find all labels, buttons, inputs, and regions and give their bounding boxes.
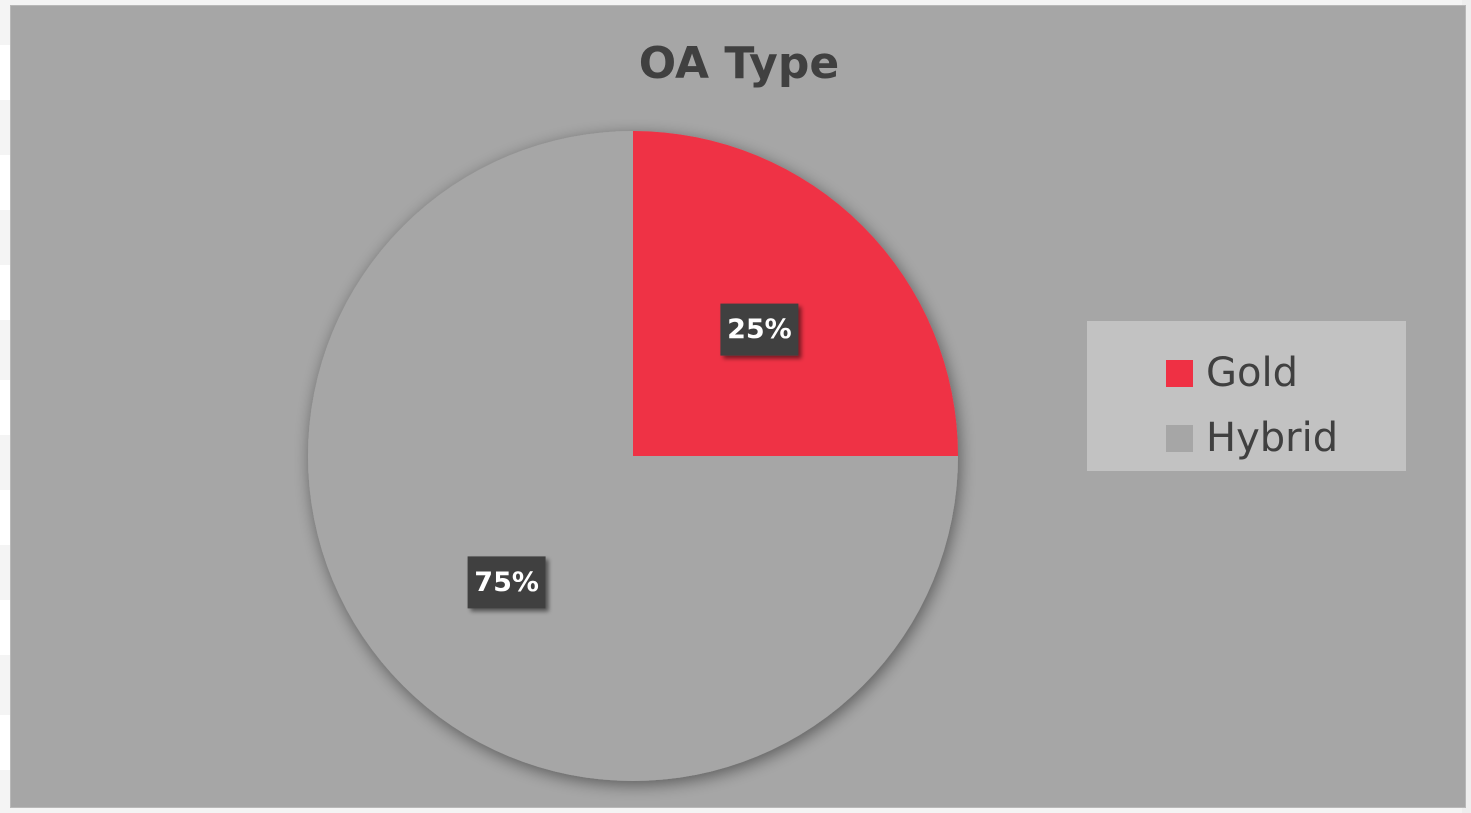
sheet-row: [0, 490, 12, 545]
legend-item-gold: Gold: [1166, 350, 1298, 396]
data-label-text-gold: 25%: [727, 314, 792, 345]
sheet-row: [0, 265, 12, 320]
data-label-gold: 25%: [720, 303, 799, 356]
legend-item-hybrid: Hybrid: [1166, 415, 1339, 461]
legend-label-gold: Gold: [1206, 350, 1298, 396]
sheet-row: [0, 45, 12, 100]
data-label-hybrid: 75%: [467, 556, 546, 609]
legend-swatch-hybrid: [1166, 424, 1193, 452]
chart-title: OA Type: [638, 38, 840, 89]
legend-label-hybrid: Hybrid: [1206, 415, 1339, 461]
pie-slice-hybrid[interactable]: [308, 131, 958, 781]
chart-area[interactable]: OA Type 25% 75% Gold Hybrid: [10, 5, 1466, 808]
data-label-text-hybrid: 75%: [474, 567, 539, 598]
legend-swatch-gold: [1166, 359, 1193, 387]
pie-chart: 25% 75%: [308, 131, 958, 781]
sheet-edge: [1462, 0, 1471, 813]
sheet-row: [0, 715, 12, 770]
sheet-row: [0, 380, 12, 435]
sheet-row: [0, 155, 12, 210]
sheet-row: [0, 600, 12, 655]
legend: Gold Hybrid: [1087, 321, 1406, 471]
pie-slice-gold[interactable]: [633, 131, 958, 456]
